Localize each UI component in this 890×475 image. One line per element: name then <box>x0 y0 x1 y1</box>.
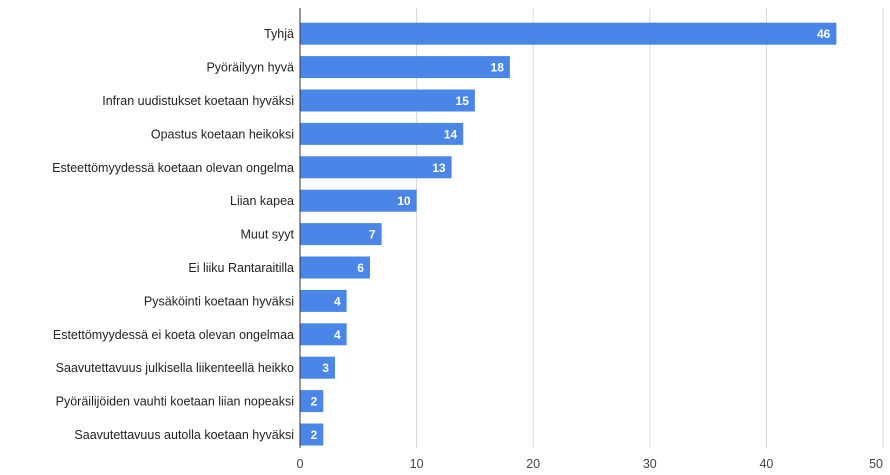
bar <box>300 156 452 179</box>
data-label: 3 <box>322 361 329 375</box>
data-label: 6 <box>357 261 364 275</box>
x-tick-label: 40 <box>759 457 773 471</box>
bar <box>300 289 347 312</box>
category-label: Liian kapea <box>230 194 294 208</box>
data-label: 13 <box>432 161 446 175</box>
bar <box>300 423 324 446</box>
category-label: Esteettömyydessä koetaan olevan ongelma <box>52 161 294 175</box>
bar <box>300 223 382 246</box>
bar <box>300 323 347 346</box>
category-labels: Tyhjä Pyöräilyyn hyvä Infran uudistukset k… <box>52 27 294 442</box>
gridlines <box>416 8 884 448</box>
x-axis-tick-labels: 0 10 20 30 40 50 <box>297 457 884 471</box>
bars <box>300 22 837 446</box>
data-label: 14 <box>444 127 458 141</box>
bar <box>300 189 417 212</box>
x-tick-label: 20 <box>526 457 540 471</box>
category-label: Pysäköinti koetaan hyväksi <box>144 294 294 308</box>
category-label: Infran uudistukset koetaan hyväksi <box>102 94 294 108</box>
bar <box>300 56 510 79</box>
category-label: Opastus koetaan heikoksi <box>151 127 294 141</box>
category-label: Saavutettavuus julkisella liikenteellä h… <box>56 361 294 375</box>
data-label: 2 <box>311 395 318 409</box>
data-label: 7 <box>369 228 376 242</box>
bar <box>300 356 335 379</box>
bar <box>300 390 324 413</box>
x-tick-label: 50 <box>869 457 883 471</box>
category-label: Muut syyt <box>241 228 295 242</box>
data-label: 2 <box>311 428 318 442</box>
x-tick-label: 30 <box>643 457 657 471</box>
category-label: Pyöräilijöiden vauhti koetaan liian nope… <box>56 395 294 409</box>
data-label: 10 <box>397 194 411 208</box>
category-label: Estettömyydessä ei koeta olevan ongelmaa <box>53 328 294 342</box>
x-tick-label: 10 <box>410 457 424 471</box>
data-label: 46 <box>817 27 831 41</box>
bar <box>300 122 464 145</box>
category-label: Saavutettavuus autolla koetaan hyväksi <box>74 428 294 442</box>
category-label: Pyöräilyyn hyvä <box>206 61 294 75</box>
x-tick-label: 0 <box>297 457 304 471</box>
bar <box>300 89 475 112</box>
value-labels: 46 18 15 14 13 10 7 6 4 4 3 2 2 <box>311 27 831 442</box>
data-label: 4 <box>334 328 341 342</box>
data-label: 18 <box>491 61 505 75</box>
bar <box>300 256 370 279</box>
data-label: 4 <box>334 294 341 308</box>
category-label: Tyhjä <box>264 27 294 41</box>
category-label: Ei liiku Rantaraitilla <box>188 261 294 275</box>
data-label: 15 <box>456 94 470 108</box>
bar <box>300 22 837 45</box>
